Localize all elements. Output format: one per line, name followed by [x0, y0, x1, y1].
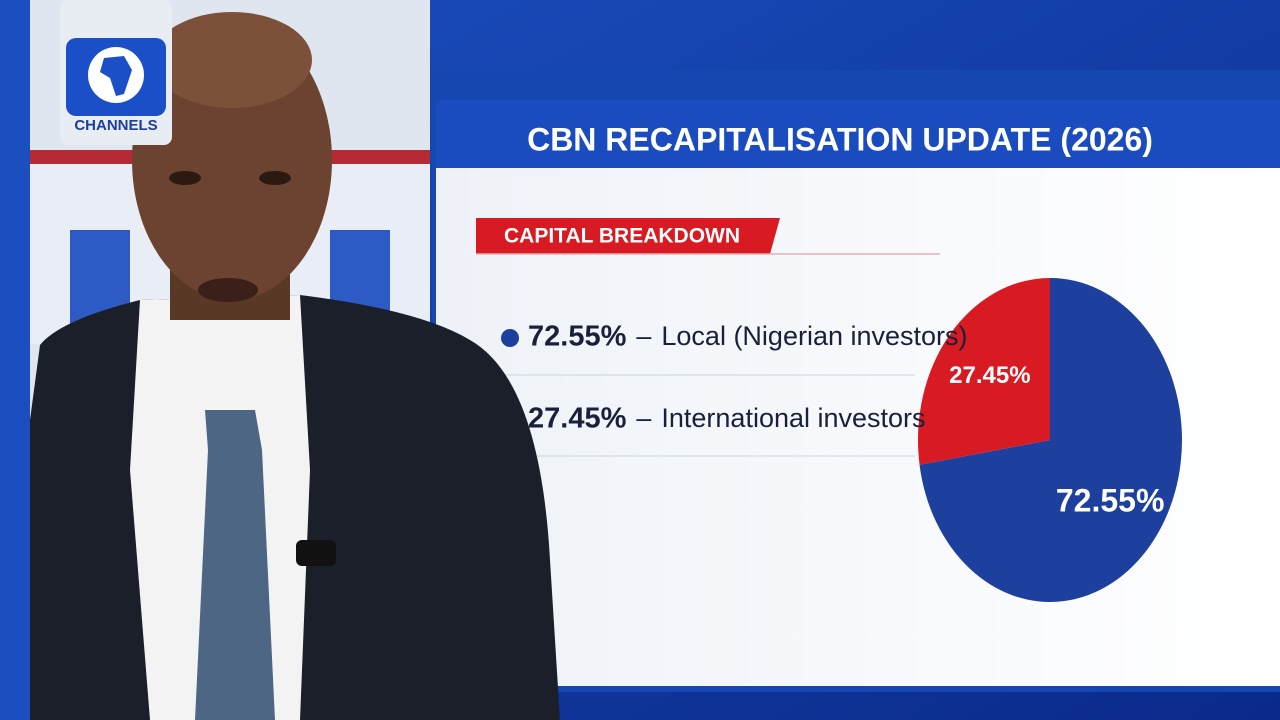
chart-title: CBN RECAPITALISATION UPDATE (2026) — [527, 121, 1153, 157]
legend-value: 72.55% — [528, 321, 627, 353]
presenter — [30, 12, 560, 720]
pie-slice — [918, 278, 1050, 465]
legend-value: 27.45% — [528, 403, 627, 435]
slice-label: 27.45% — [949, 362, 1030, 389]
title-bar — [436, 100, 1280, 168]
chart: 72.55%27.45%72.55% – Local (Nigerian inves… — [501, 278, 1182, 602]
eye — [169, 171, 201, 185]
logo-africa — [100, 56, 132, 96]
legend-label: International investors — [661, 403, 925, 433]
slice-label: 72.55% — [1056, 483, 1165, 519]
mouth — [198, 278, 258, 302]
legend-bullet — [501, 329, 519, 347]
tie — [195, 410, 275, 720]
chart-subtitle: CAPITAL BREAKDOWN — [504, 225, 740, 248]
legend-separator: – — [636, 321, 651, 351]
scalp-highlight — [152, 12, 312, 108]
studio-edge — [0, 0, 30, 720]
logo-text: CHANNELS — [74, 117, 157, 134]
subtitle-tag — [476, 218, 780, 254]
lapel-mic — [296, 540, 336, 566]
legend-separator: – — [636, 403, 651, 433]
pie-slice — [919, 278, 1182, 602]
legend-label: Local (Nigerian investors) — [661, 321, 967, 351]
eye — [259, 171, 291, 185]
